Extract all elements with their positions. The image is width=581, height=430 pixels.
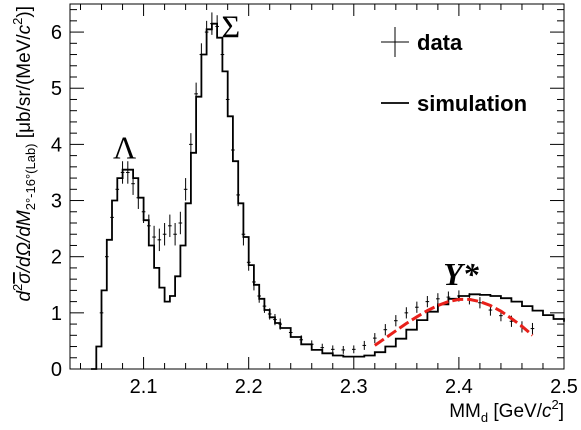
data-point — [320, 343, 325, 352]
data-point — [173, 223, 177, 246]
x-tick-label: 2.5 — [550, 376, 578, 398]
y-tick-label: 1 — [51, 303, 62, 325]
data-point — [436, 293, 440, 305]
data-point — [131, 172, 135, 195]
y-tick-label: 2 — [51, 247, 62, 269]
x-tick-label: 2.4 — [445, 376, 473, 398]
data-point — [246, 253, 251, 271]
x-axis-title: MMd [GeV/c2] — [449, 397, 564, 425]
legend-label-simulation: simulation — [417, 91, 527, 116]
data-point — [220, 43, 225, 66]
data-point — [341, 345, 346, 354]
data-point — [194, 82, 198, 106]
data-point — [231, 138, 235, 162]
data-point — [141, 200, 146, 223]
data-point — [115, 178, 120, 201]
data-point — [478, 297, 482, 309]
data-point — [104, 245, 109, 268]
data-point — [252, 273, 256, 291]
data-point — [299, 335, 304, 345]
legend-entry-simulation: simulation — [381, 91, 527, 116]
legend: data simulation — [381, 27, 527, 116]
data-point — [351, 345, 356, 354]
peak-annotation: Λ — [113, 129, 136, 165]
chart-marks — [91, 12, 565, 370]
data-point — [415, 301, 419, 313]
data-point — [278, 318, 283, 330]
y-tick-label: 4 — [51, 134, 62, 156]
data-point — [215, 15, 219, 38]
data-point — [236, 183, 240, 207]
data-point — [136, 186, 141, 209]
data-point — [110, 206, 114, 229]
fit-line — [373, 297, 534, 347]
data-point — [168, 214, 172, 238]
data-point — [257, 289, 261, 303]
data-point — [362, 340, 367, 350]
x-tick-label: 2.2 — [235, 376, 263, 398]
data-point — [425, 296, 430, 308]
data-point — [126, 161, 130, 184]
plot-frame — [69, 3, 565, 370]
data-point — [267, 308, 272, 320]
data-point — [204, 20, 209, 44]
data-point — [189, 133, 193, 156]
data-point — [162, 223, 167, 246]
x-tick-label: 2.3 — [340, 376, 368, 398]
data-point — [147, 214, 151, 238]
chart-axes — [69, 3, 565, 370]
y-axis-title: d2σ/dΩ/dM2°-16°(Lab) [μb/sr/(MeV/c2)] — [10, 6, 38, 302]
data-point — [383, 324, 388, 336]
data-point — [288, 328, 293, 337]
y-tick-label: 0 — [51, 359, 62, 381]
data-point — [199, 43, 204, 66]
peak-annotation: Y* — [443, 256, 480, 292]
y-tick-label: 5 — [51, 78, 62, 100]
data-point — [225, 88, 230, 111]
y-tick-label: 3 — [51, 191, 62, 213]
data-point — [309, 340, 314, 349]
data-point — [183, 178, 188, 201]
data-point — [530, 322, 535, 335]
data-point — [394, 315, 398, 327]
chart-labels: 2.1 2.2 2.3 2.4 2.5 0 1 2 3 4 5 6 data simulation Λ Σ Y*… — [10, 6, 578, 425]
simulation-line — [91, 22, 565, 370]
y-tick-label: 6 — [51, 22, 62, 44]
data-point — [210, 12, 214, 35]
legend-label-data: data — [417, 30, 463, 55]
data-point — [404, 307, 409, 319]
data-point — [99, 304, 104, 322]
data-point — [241, 223, 246, 246]
data-point — [273, 313, 277, 326]
peak-annotation: Σ — [222, 9, 241, 45]
data-point — [262, 299, 267, 313]
data-point — [120, 161, 125, 184]
data-point — [446, 291, 451, 303]
data-point — [152, 225, 156, 249]
data-point — [157, 228, 162, 252]
data-point — [178, 211, 183, 235]
data-point — [330, 345, 335, 354]
legend-entry-data: data — [381, 27, 463, 57]
x-tick-label: 2.1 — [130, 376, 158, 398]
data-point — [373, 333, 377, 344]
